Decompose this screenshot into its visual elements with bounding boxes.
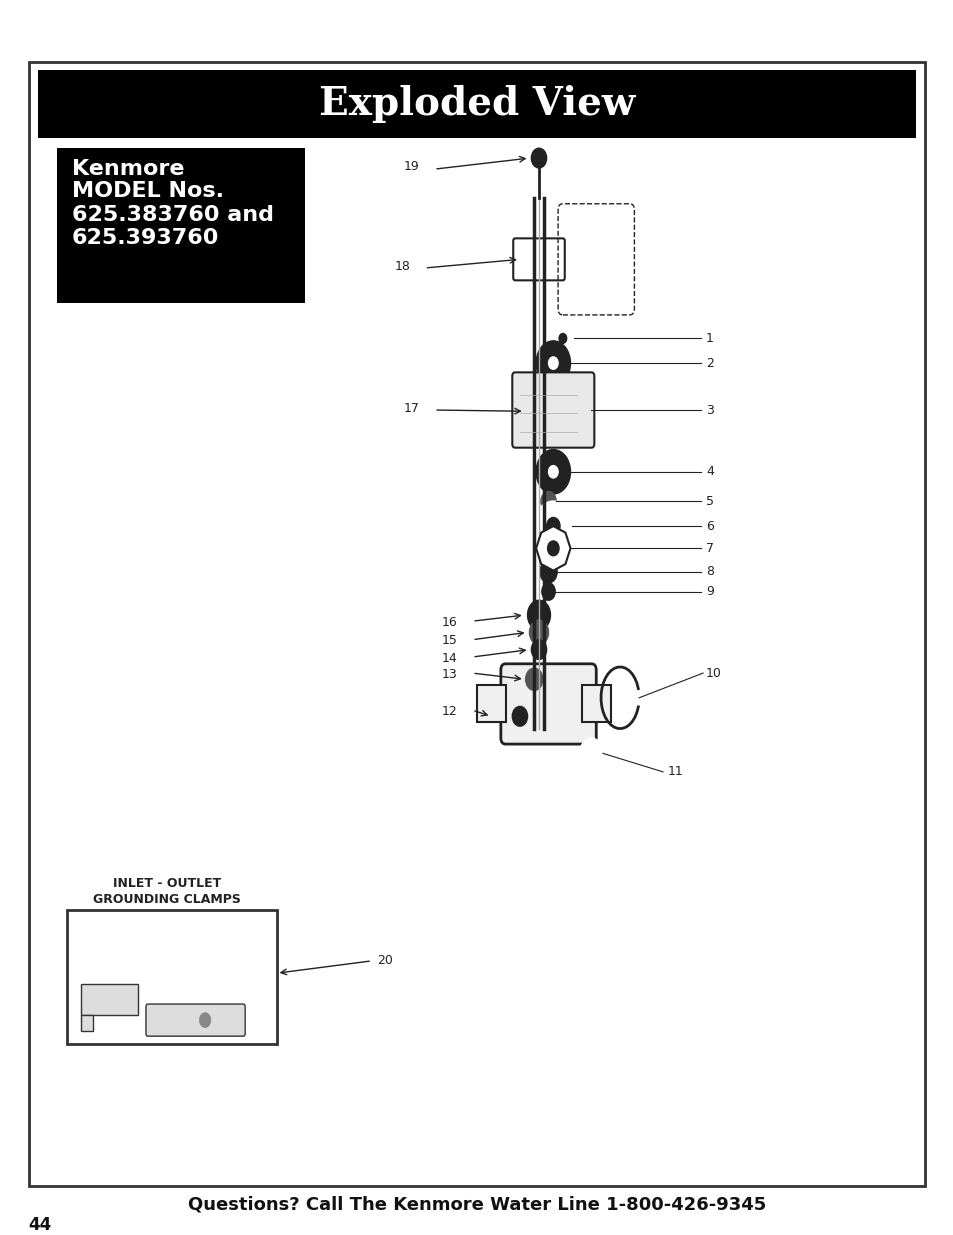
Text: Kenmore: Kenmore (71, 159, 184, 179)
Text: MODEL Nos.: MODEL Nos. (71, 182, 223, 201)
Circle shape (536, 341, 570, 385)
Text: 7: 7 (705, 542, 713, 555)
Bar (57, 148, 305, 303)
Text: 11: 11 (667, 766, 683, 778)
Bar (38, 70, 915, 138)
Text: 9: 9 (705, 585, 713, 598)
Circle shape (531, 148, 546, 168)
Circle shape (141, 983, 154, 1000)
Circle shape (547, 541, 558, 556)
Circle shape (579, 739, 602, 768)
Circle shape (539, 561, 557, 583)
Polygon shape (536, 526, 570, 571)
Text: 44: 44 (29, 1216, 51, 1234)
Text: 13: 13 (441, 668, 457, 680)
Text: 18: 18 (394, 261, 410, 273)
Text: 12: 12 (441, 705, 457, 718)
Circle shape (558, 333, 566, 343)
Bar (581, 685, 610, 722)
Bar (476, 685, 505, 722)
Text: 6: 6 (705, 520, 713, 532)
FancyBboxPatch shape (512, 372, 594, 447)
Circle shape (525, 668, 542, 690)
Text: 2: 2 (705, 357, 713, 369)
Text: 17: 17 (403, 403, 419, 415)
Circle shape (534, 501, 572, 551)
Text: 3: 3 (705, 404, 713, 416)
Bar (527, 401, 550, 421)
Text: 625.383760 and: 625.383760 and (71, 205, 274, 225)
Circle shape (540, 492, 556, 511)
Circle shape (546, 517, 559, 535)
Text: INLET - OUTLET: INLET - OUTLET (112, 877, 221, 889)
FancyBboxPatch shape (500, 664, 596, 743)
Text: 1: 1 (705, 332, 713, 345)
Circle shape (531, 640, 546, 659)
Text: 10: 10 (705, 667, 721, 679)
Circle shape (199, 1013, 211, 1028)
Text: GROUNDING CLAMPS: GROUNDING CLAMPS (92, 893, 241, 905)
Text: 19: 19 (403, 161, 419, 173)
Circle shape (548, 466, 558, 478)
Circle shape (548, 357, 558, 369)
Circle shape (512, 706, 527, 726)
Text: 20: 20 (376, 955, 393, 967)
Text: 5: 5 (705, 495, 713, 508)
FancyBboxPatch shape (513, 238, 564, 280)
Text: Exploded View: Exploded View (318, 85, 635, 124)
FancyBboxPatch shape (29, 62, 924, 1186)
Bar (67, 910, 276, 1044)
Circle shape (529, 620, 548, 645)
Bar (81, 984, 138, 1015)
FancyBboxPatch shape (146, 1004, 245, 1036)
Circle shape (541, 583, 555, 600)
Text: 8: 8 (705, 566, 713, 578)
Circle shape (551, 324, 574, 353)
Circle shape (527, 600, 550, 630)
Text: 625.393760: 625.393760 (71, 228, 218, 248)
Text: 15: 15 (441, 635, 457, 647)
Text: 14: 14 (441, 652, 457, 664)
Text: 4: 4 (705, 466, 713, 478)
Circle shape (536, 450, 570, 494)
Text: 16: 16 (441, 616, 457, 629)
Bar (81, 1015, 92, 1031)
Text: Questions? Call The Kenmore Water Line 1-800-426-9345: Questions? Call The Kenmore Water Line 1… (188, 1195, 765, 1213)
